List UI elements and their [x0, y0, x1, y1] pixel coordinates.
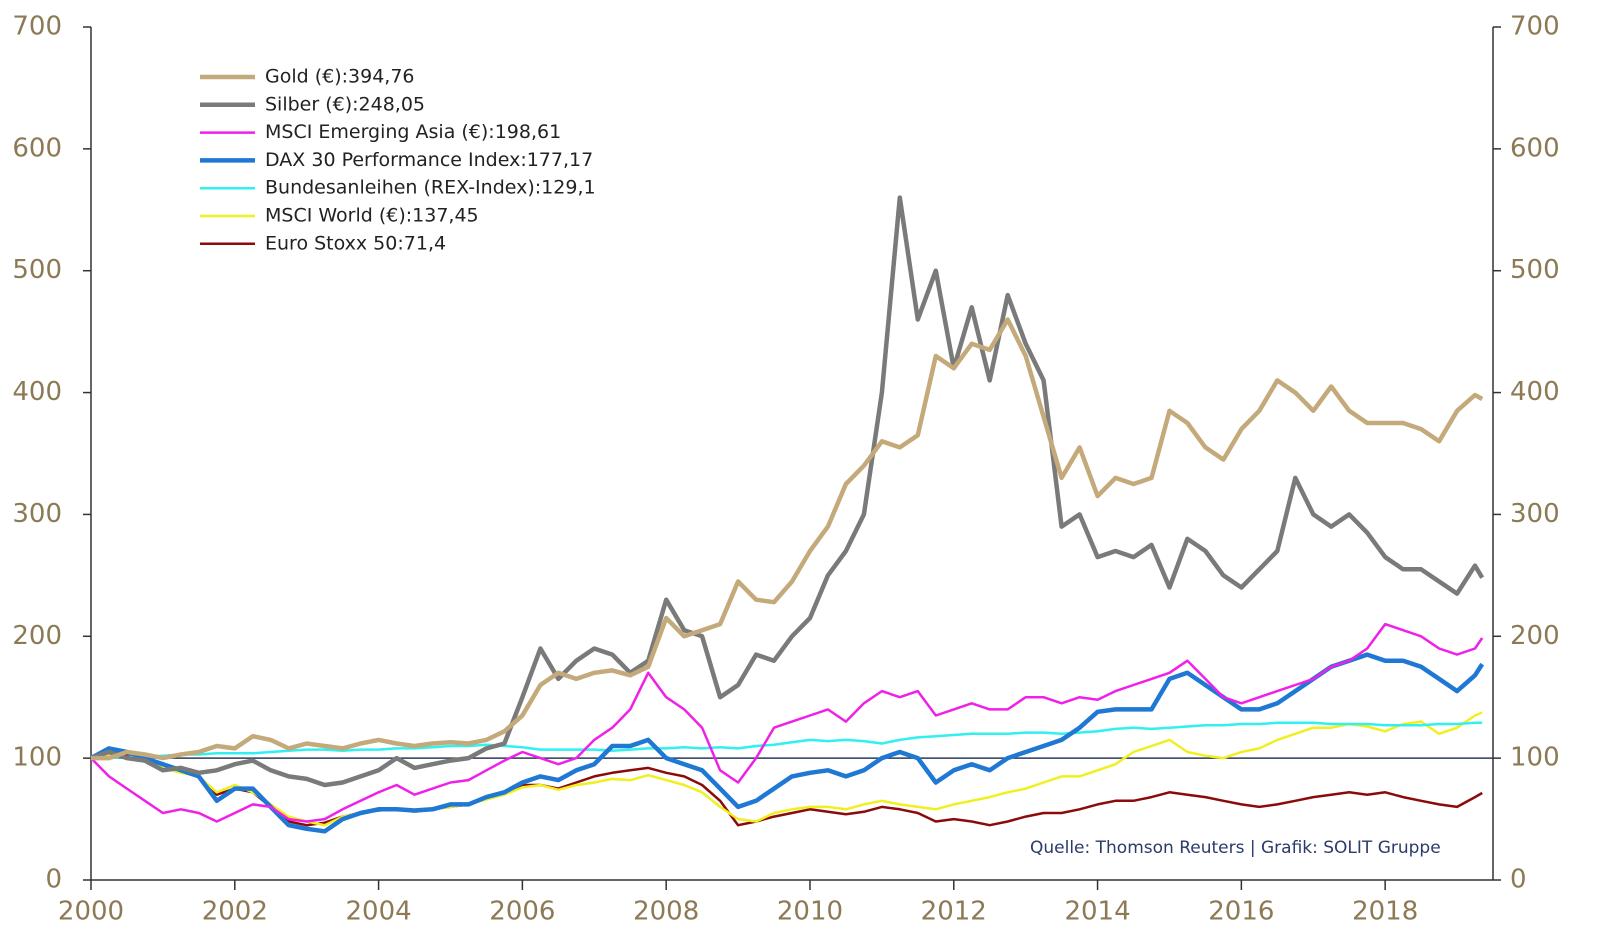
y-tick-label: 500: [12, 255, 62, 285]
legend-label: Gold (€):394,76: [265, 66, 415, 88]
series-line: [90, 195, 1485, 788]
x-tick-label: 2016: [1208, 897, 1274, 927]
y2-tick-label: 400: [1510, 377, 1560, 407]
series-line: [91, 317, 1484, 761]
y-tick-label: 300: [12, 499, 62, 529]
series-line: [89, 652, 1485, 834]
y-tick-label: 0: [45, 865, 62, 895]
legend-label: MSCI Emerging Asia (€):198,61: [265, 121, 561, 143]
y-tick-label: 200: [12, 621, 62, 651]
y2-tick-label: 700: [1510, 12, 1560, 42]
y-tick-label: 400: [12, 377, 62, 407]
y2-tick-label: 0: [1510, 865, 1527, 895]
x-tick-label: 2006: [489, 897, 555, 927]
y2-tick-label: 600: [1510, 133, 1560, 163]
x-tick-label: 2002: [202, 897, 268, 927]
x-tick-label: 2010: [777, 897, 843, 927]
y2-tick-label: 100: [1510, 743, 1560, 773]
y2-tick-label: 500: [1510, 255, 1560, 285]
y2-tick-label: 300: [1510, 499, 1560, 529]
y-tick-label: 700: [12, 12, 62, 42]
x-tick-label: 2008: [633, 897, 699, 927]
x-tick-label: 2012: [921, 897, 987, 927]
x-tick-label: 2004: [346, 897, 412, 927]
x-tick-label: 2000: [58, 897, 124, 927]
y-tick-label: 600: [12, 133, 62, 163]
y2-tick-label: 200: [1510, 621, 1560, 651]
y-tick-label: 100: [12, 743, 62, 773]
x-tick-label: 2018: [1352, 897, 1418, 927]
source-note: Quelle: Thomson Reuters | Grafik: SOLIT …: [1030, 838, 1441, 858]
series-line: [91, 721, 1483, 760]
legend-label: DAX 30 Performance Index:177,17: [265, 149, 593, 171]
x-tick-label: 2014: [1064, 897, 1130, 927]
legend-label: MSCI World (€):137,45: [265, 205, 479, 227]
legend-label: Euro Stoxx 50:71,4: [265, 232, 446, 254]
series-line: [90, 711, 1483, 827]
series-line: [90, 750, 1483, 827]
legend-label: Bundesanleihen (REX-Index):129,1: [265, 177, 596, 199]
series-line: [90, 622, 1484, 823]
legend-label: Silber (€):248,05: [265, 93, 425, 115]
